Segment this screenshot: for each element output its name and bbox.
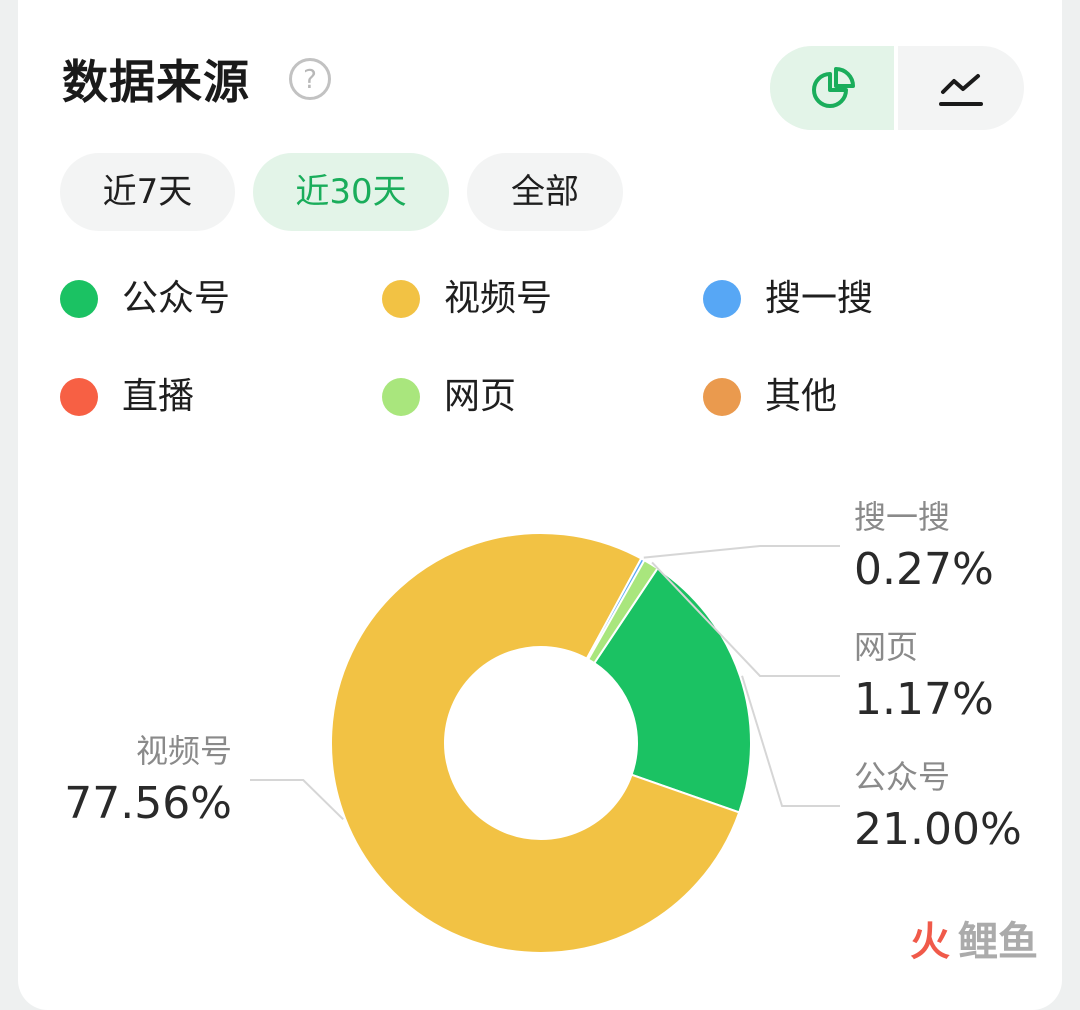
line-view-button[interactable] [898, 46, 1022, 130]
pie-view-button[interactable] [770, 46, 894, 130]
donut-slice[interactable] [592, 566, 752, 814]
watermark-logo: 火 鲤鱼 [910, 919, 1038, 965]
tab-7-days[interactable]: 近7天 [60, 153, 235, 231]
legend-swatch [60, 280, 98, 318]
legend-label: 视频号 [444, 278, 553, 319]
legend-swatch [60, 378, 98, 416]
legend-label: 搜一搜 [765, 278, 874, 319]
watermark-text-first: 火 [910, 919, 950, 965]
legend-swatch [703, 378, 741, 416]
line-chart-icon [939, 74, 983, 106]
chart-view-toggle [770, 46, 1024, 130]
legend-label: 公众号 [122, 278, 231, 319]
toggle-divider [894, 46, 898, 130]
callout-label: 网页 [854, 628, 918, 666]
legend-label: 其他 [765, 376, 838, 417]
callout-value: 1.17% [854, 674, 994, 725]
donut-slice[interactable] [586, 558, 659, 665]
callout-value: 0.27% [854, 544, 994, 595]
callout-leader-line [250, 779, 344, 821]
donut-slice[interactable] [330, 532, 741, 954]
legend-label: 直播 [122, 376, 195, 417]
watermark-text-rest: 鲤鱼 [958, 919, 1038, 965]
legend-label: 网页 [444, 376, 517, 417]
card-title: 数据来源 [62, 55, 250, 109]
pie-chart-icon [812, 67, 855, 108]
callout-leader-line [741, 675, 840, 807]
donut-chart: 公众号 21.00% 视频号 77.56% 搜一搜 0.27% 网页 1.17% [64, 498, 1022, 954]
legend-swatch [382, 378, 420, 416]
callout-label: 视频号 [136, 732, 232, 770]
callout-label: 公众号 [854, 758, 950, 796]
legend-swatch [382, 280, 420, 318]
callout-leader-line [643, 545, 840, 559]
legend-swatch [703, 280, 741, 318]
tab-all[interactable]: 全部 [467, 153, 623, 231]
help-icon[interactable]: ? [289, 58, 331, 100]
tab-30-days[interactable]: 近30天 [253, 153, 449, 231]
callout-label: 搜一搜 [854, 498, 950, 536]
callout-value: 21.00% [854, 804, 1022, 855]
callout-value: 77.56% [64, 778, 232, 829]
callout-leader-line [651, 561, 840, 677]
